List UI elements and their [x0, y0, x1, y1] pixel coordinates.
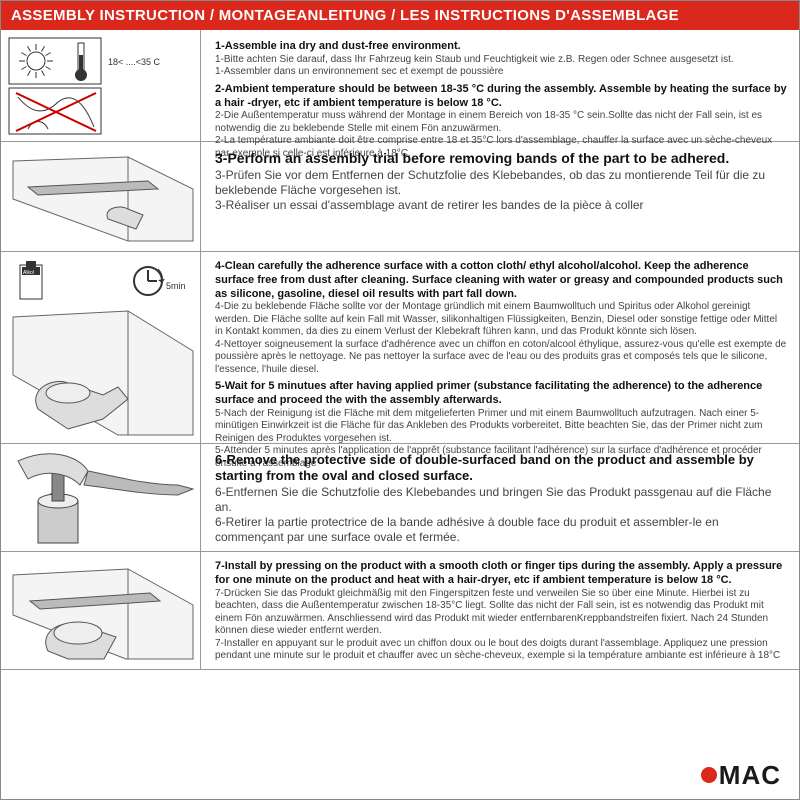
- step-text: 4-Clean carefully the adherence surface …: [201, 252, 799, 443]
- step-lead: 3-Perform an assembly trial before remov…: [215, 150, 787, 168]
- step-sub: 3-Prüfen Sie vor dem Entfernen der Schut…: [215, 168, 787, 198]
- svg-text:5min: 5min: [166, 281, 186, 291]
- instruction-row: Alkol 5min 4-Clean carefully the adheren…: [1, 252, 799, 444]
- step-sub: 2-Die Außentemperatur muss während der M…: [215, 110, 787, 135]
- instruction-row: 18< ....<35 C 1-Assemble ina dry and dus…: [1, 30, 799, 142]
- step-illustration: [1, 552, 201, 669]
- step-sub: 5-Nach der Reinigung ist die Fläche mit …: [215, 408, 787, 446]
- step-sub: 1-Assembler dans un environnement sec et…: [215, 66, 787, 79]
- step-text: 6-Remove the protective side of double-s…: [201, 444, 799, 551]
- step-illustration: [1, 142, 201, 251]
- step-sub: 4-Nettoyer soigneusement la surface d'ad…: [215, 339, 787, 377]
- step: 1-Assemble ina dry and dust-free environ…: [215, 40, 787, 79]
- instruction-row: 6-Remove the protective side of double-s…: [1, 444, 799, 552]
- step-illustration: [1, 444, 201, 551]
- instruction-row: 7-Install by pressing on the product wit…: [1, 552, 799, 670]
- step-lead: 1-Assemble ina dry and dust-free environ…: [215, 40, 787, 54]
- step-lead: 2-Ambient temperature should be between …: [215, 83, 787, 111]
- step: 3-Perform an assembly trial before remov…: [215, 150, 787, 213]
- step-text: 1-Assemble ina dry and dust-free environ…: [201, 30, 799, 141]
- step: 6-Remove the protective side of double-s…: [215, 452, 787, 545]
- step-sub: 3-Réaliser un essai d'assemblage avant d…: [215, 198, 787, 213]
- step-sub: 1-Bitte achten Sie darauf, dass Ihr Fahr…: [215, 54, 787, 67]
- step-lead: 4-Clean carefully the adherence surface …: [215, 260, 787, 301]
- step-illustration: 18< ....<35 C: [1, 30, 201, 141]
- step-lead: 6-Remove the protective side of double-s…: [215, 452, 787, 485]
- step-sub: 7-Installer en appuyant sur le produit a…: [215, 638, 787, 663]
- step-sub: 6-Retirer la partie protectrice de la ba…: [215, 515, 787, 545]
- step: 7-Install by pressing on the product wit…: [215, 560, 787, 663]
- step-text: 7-Install by pressing on the product wit…: [201, 552, 799, 669]
- svg-text:Alkol: Alkol: [23, 270, 34, 276]
- step: 4-Clean carefully the adherence surface …: [215, 260, 787, 376]
- step-illustration: Alkol 5min: [1, 252, 201, 443]
- step-text: 3-Perform an assembly trial before remov…: [201, 142, 799, 251]
- logo-dot-icon: [701, 767, 717, 783]
- svg-text:18< ....<35 C: 18< ....<35 C: [108, 57, 161, 67]
- step-lead: 5-Wait for 5 minutues after having appli…: [215, 380, 787, 408]
- instruction-rows: 18< ....<35 C 1-Assemble ina dry and dus…: [1, 30, 799, 670]
- page-title: ASSEMBLY INSTRUCTION / MONTAGEANLEITUNG …: [1, 1, 799, 30]
- step-lead: 7-Install by pressing on the product wit…: [215, 560, 787, 588]
- step-sub: 6-Entfernen Sie die Schutzfolie des Kleb…: [215, 485, 787, 515]
- instruction-sheet: ASSEMBLY INSTRUCTION / MONTAGEANLEITUNG …: [0, 0, 800, 800]
- step-sub: 7-Drücken Sie das Produkt gleichmäßig mi…: [215, 588, 787, 638]
- logo-text: MAC: [719, 760, 781, 790]
- instruction-row: 3-Perform an assembly trial before remov…: [1, 142, 799, 252]
- brand-logo: MAC: [701, 760, 781, 791]
- step-sub: 4-Die zu beklebende Fläche sollte vor de…: [215, 301, 787, 339]
